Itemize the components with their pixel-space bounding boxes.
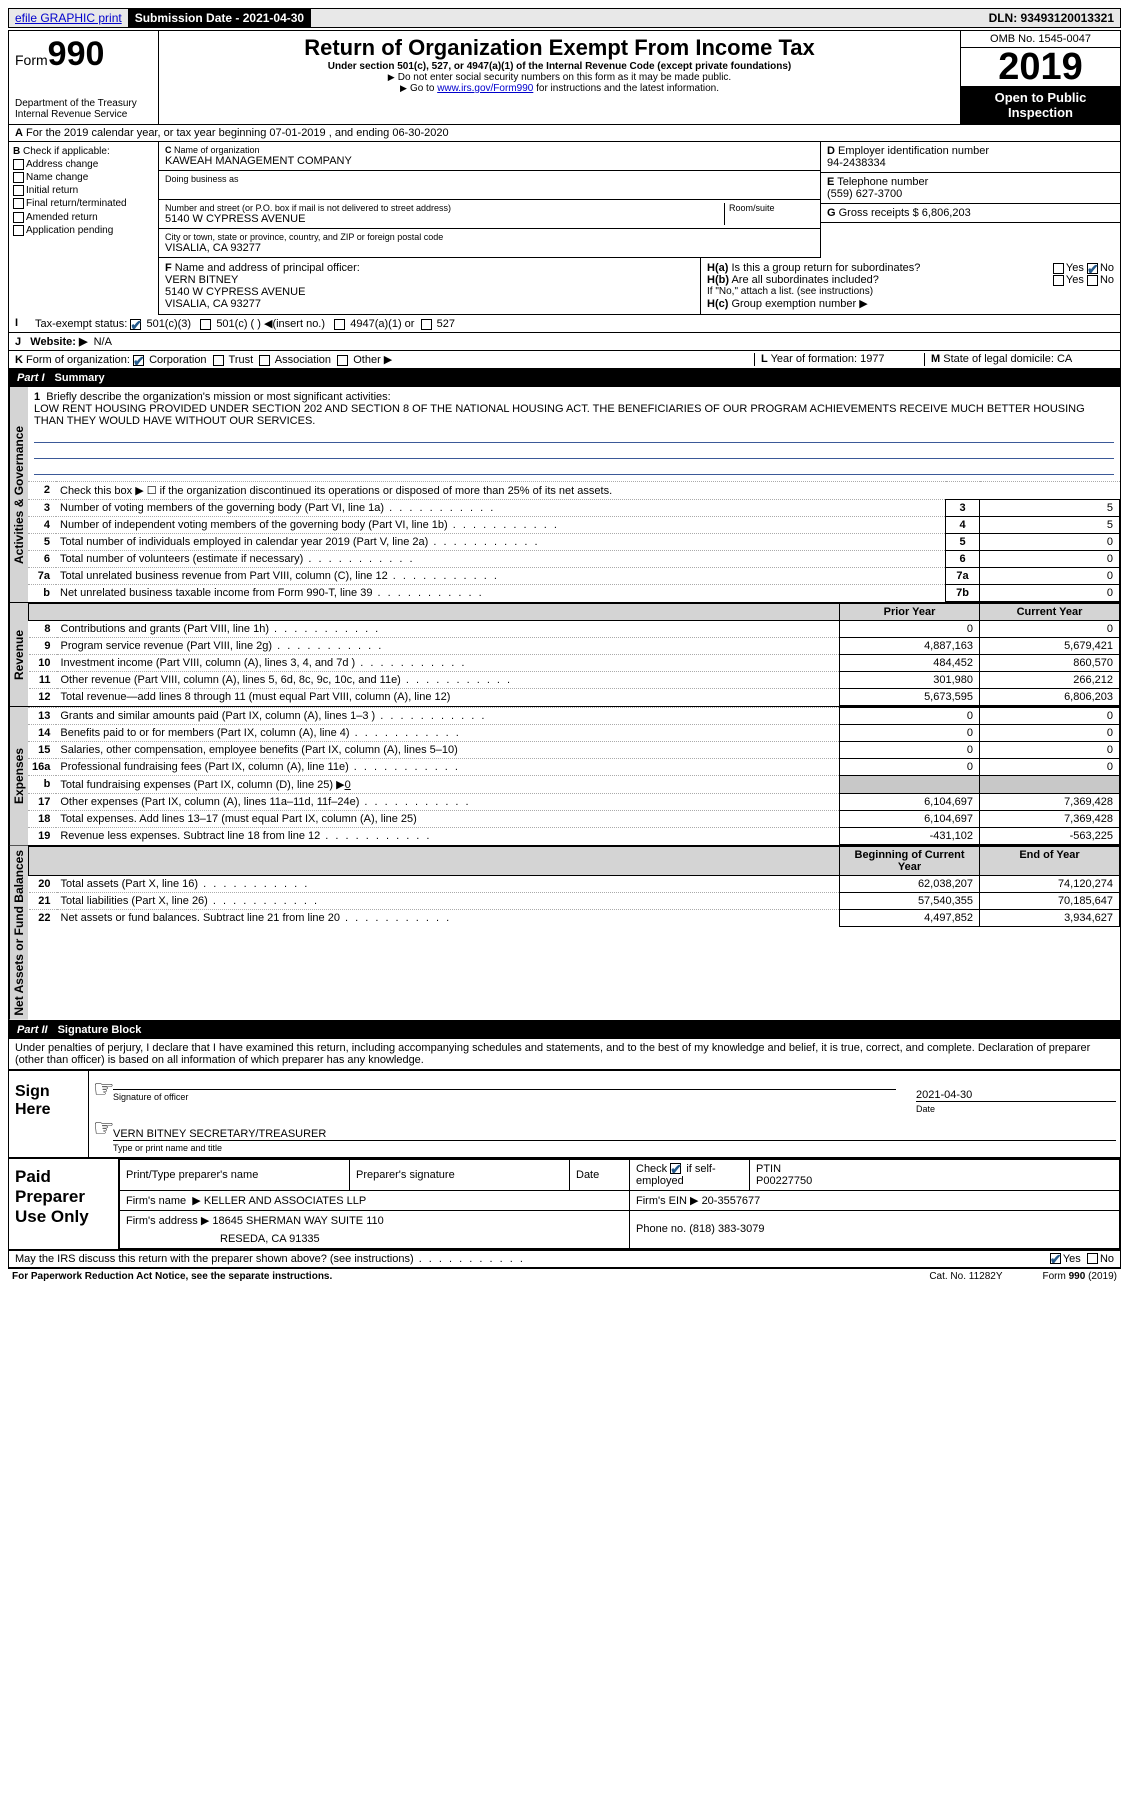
box-b: B Check if applicable: Address change Na… — [9, 142, 159, 315]
firm-name: KELLER AND ASSOCIATES LLP — [204, 1195, 366, 1207]
chk-corp — [133, 355, 144, 366]
part-1-header: Part ISummary — [9, 369, 1120, 387]
ein: 94-2438334 — [827, 157, 1114, 169]
form-footer: Form 990 (2019) — [1043, 1271, 1117, 1282]
chk-app-pending[interactable]: Application pending — [13, 225, 154, 236]
preparer-phone: (818) 383-3079 — [689, 1223, 764, 1235]
l3-val: 5 — [980, 500, 1120, 517]
chk-final-return[interactable]: Final return/terminated — [13, 198, 154, 209]
chk-self-employed — [670, 1163, 681, 1174]
efile-link[interactable]: efile GRAPHIC print — [9, 9, 129, 27]
mission-text: LOW RENT HOUSING PROVIDED UNDER SECTION … — [34, 403, 1114, 427]
vert-expenses: Expenses — [9, 707, 28, 845]
perjury-stmt: Under penalties of perjury, I declare th… — [9, 1039, 1120, 1069]
ha-no-checked — [1087, 263, 1098, 274]
vert-revenue: Revenue — [9, 603, 28, 706]
subtitle-2: Do not enter social security numbers on … — [163, 72, 956, 83]
officer-addr: 5140 W CYPRESS AVENUE — [165, 286, 694, 298]
vert-netassets: Net Assets or Fund Balances — [9, 846, 28, 1020]
chk-address-change[interactable]: Address change — [13, 159, 154, 170]
org-city: VISALIA, CA 93277 — [165, 242, 814, 254]
org-street: 5140 W CYPRESS AVENUE — [165, 213, 724, 225]
dept-treasury: Department of the Treasury Internal Reve… — [15, 98, 152, 120]
vert-activities: Activities & Governance — [9, 387, 28, 602]
subtitle-1: Under section 501(c), 527, or 4947(a)(1)… — [163, 61, 956, 72]
cat-no: Cat. No. 11282Y — [929, 1271, 1002, 1282]
gross-receipts: 6,806,203 — [922, 207, 971, 219]
firm-ein: 20-3557677 — [702, 1195, 761, 1207]
form-number: Form990 — [15, 35, 152, 74]
form-title: Return of Organization Exempt From Incom… — [163, 35, 956, 61]
sign-here-label: Sign Here — [9, 1071, 89, 1157]
ptin: P00227750 — [756, 1175, 1113, 1187]
officer-city: VISALIA, CA 93277 — [165, 298, 694, 310]
sig-date: 2021-04-30 — [916, 1089, 1116, 1102]
topbar: efile GRAPHIC print Submission Date - 20… — [8, 8, 1121, 28]
submission-date: Submission Date - 2021-04-30 — [129, 9, 311, 27]
chk-initial-return[interactable]: Initial return — [13, 185, 154, 196]
phone: (559) 627-3700 — [827, 188, 1114, 200]
part-2-header: Part IISignature Block — [9, 1021, 1120, 1039]
paid-preparer-label: Paid Preparer Use Only — [9, 1159, 119, 1249]
chk-name-change[interactable]: Name change — [13, 172, 154, 183]
row-a: A For the 2019 calendar year, or tax yea… — [9, 125, 1120, 142]
pra-notice: For Paperwork Reduction Act Notice, see … — [12, 1271, 332, 1282]
box-j: J Website: ▶ N/A — [9, 333, 1120, 351]
form-container: Form990 Department of the Treasury Inter… — [8, 30, 1121, 1269]
org-name: KAWEAH MANAGEMENT COMPANY — [165, 155, 814, 167]
chk-501c3 — [130, 319, 141, 330]
open-to-public: Open to Public Inspection — [961, 86, 1120, 124]
officer-name-title: VERN BITNEY SECRETARY/TREASURER — [113, 1128, 1116, 1141]
officer-name: VERN BITNEY — [165, 274, 694, 286]
discuss-yes — [1050, 1253, 1061, 1264]
dln: DLN: 93493120013321 — [983, 9, 1120, 27]
tax-year: 2019 — [961, 48, 1120, 86]
chk-amended[interactable]: Amended return — [13, 212, 154, 223]
subtitle-3: Go to www.irs.gov/Form990 for instructio… — [163, 83, 956, 94]
box-i: I Tax-exempt status: 501(c)(3) 501(c) ( … — [9, 315, 1120, 333]
irs-link[interactable]: www.irs.gov/Form990 — [437, 83, 533, 94]
